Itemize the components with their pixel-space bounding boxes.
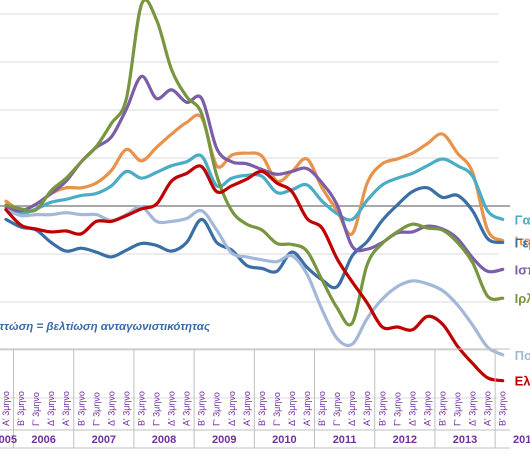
x-tick-label: Β' 3μηνο — [137, 391, 147, 426]
x-tick-label: Δ' 3μηνο — [468, 391, 478, 426]
series-line-7 — [4, 164, 505, 383]
x-tick-label: Α' 3μηνο — [1, 391, 11, 426]
x-axis: Α' 3μηνο Β' 3μηνο Γ' 3μηνο Δ' 3μηνο Α' 3μηνο… — [0, 348, 530, 449]
x-tick-label: Δ' 3μηνο — [407, 391, 417, 426]
x-tick-label: Δ' 3μηνο — [46, 391, 56, 426]
x-tick-label: Α' 3μηνο — [242, 391, 252, 426]
x-tick-label: Β' 3μηνο — [16, 391, 26, 426]
series-line-1 — [4, 113, 505, 243]
series-label: Γερ — [515, 235, 530, 250]
x-tick-label: Α' 3μηνο — [182, 391, 192, 426]
x-tick-label: Γ' 3μηνο — [332, 392, 342, 426]
x-tick-label: Α' 3μηνο — [121, 391, 131, 426]
x-tick-label: Β' 3μηνο — [197, 391, 207, 426]
series-label: Ισπ — [515, 262, 530, 277]
x-tick-label: Δ' 3μηνο — [227, 391, 237, 426]
series-line-6 — [4, 205, 505, 357]
x-year-label: 2013 — [453, 434, 477, 446]
x-tick-label: Γ' 3μηνο — [453, 392, 463, 426]
x-tick-label: Δ' 3μηνο — [106, 391, 116, 426]
series-lines — [4, 0, 505, 383]
x-tick-label: Α' 3μηνο — [362, 391, 372, 426]
grid-lines — [0, 13, 510, 399]
x-tick-label: Β' 3μηνο — [317, 391, 327, 426]
x-year-label: 2011 — [333, 434, 357, 446]
series-label: Ελλ — [515, 374, 530, 389]
x-year-label: 2012 — [393, 434, 417, 446]
x-tick-label: Δ' 3μηνο — [347, 391, 357, 426]
x-year-label: 2007 — [92, 434, 116, 446]
series-end-labels: Ιτα Γαλ Γερ Ισπ Ιρλ Πο Ελλ — [515, 212, 530, 388]
x-year-label: 2010 — [272, 434, 296, 446]
x-tick-label: Β' 3μηνο — [498, 391, 508, 426]
x-tick-label: Α' 3μηνο — [61, 391, 71, 426]
series-label: Ιτα — [515, 234, 530, 249]
chart-annotation: πτώση = βελτίωση ανταγωνιστικότητας — [0, 321, 211, 333]
x-tick-label: Β' 3μηνο — [438, 391, 448, 426]
series-line-5 — [4, 0, 505, 327]
series-line-3 — [4, 185, 505, 290]
series-label: Πο — [515, 348, 530, 363]
x-tick-label: Β' 3μηνο — [377, 391, 387, 426]
x-tick-label: Γ' 3μηνο — [152, 392, 162, 426]
x-tick-label: Α' 3μηνο — [422, 391, 432, 426]
x-tick-label: Β' 3μηνο — [257, 391, 267, 426]
x-tick-label: Γ' 3μηνο — [272, 392, 282, 426]
x-tick-label: Β' 3μηνο — [76, 391, 86, 426]
x-tick-label: Γ' 3μηνο — [392, 392, 402, 426]
x-year-label: 2006 — [31, 434, 55, 446]
x-tick-label: Α' 3μηνο — [302, 391, 312, 426]
x-tick-label: Α' 3μηνο — [483, 391, 493, 426]
x-tick-label: Δ' 3μηνο — [287, 391, 297, 426]
x-tick-label: Γ' 3μηνο — [91, 392, 101, 426]
x-year-label: 2009 — [212, 434, 236, 446]
series-label: Γαλ — [515, 212, 530, 227]
series-label: Ιρλ — [515, 291, 530, 306]
x-year-label: 2005 — [0, 434, 17, 446]
x-year-label: 2014 — [513, 434, 530, 446]
x-year-label: 2008 — [152, 434, 176, 446]
x-tick-label: Δ' 3μηνο — [167, 391, 177, 426]
x-tick-label: Γ' 3μηνο — [31, 392, 41, 426]
x-tick-label: Γ' 3μηνο — [212, 392, 222, 426]
